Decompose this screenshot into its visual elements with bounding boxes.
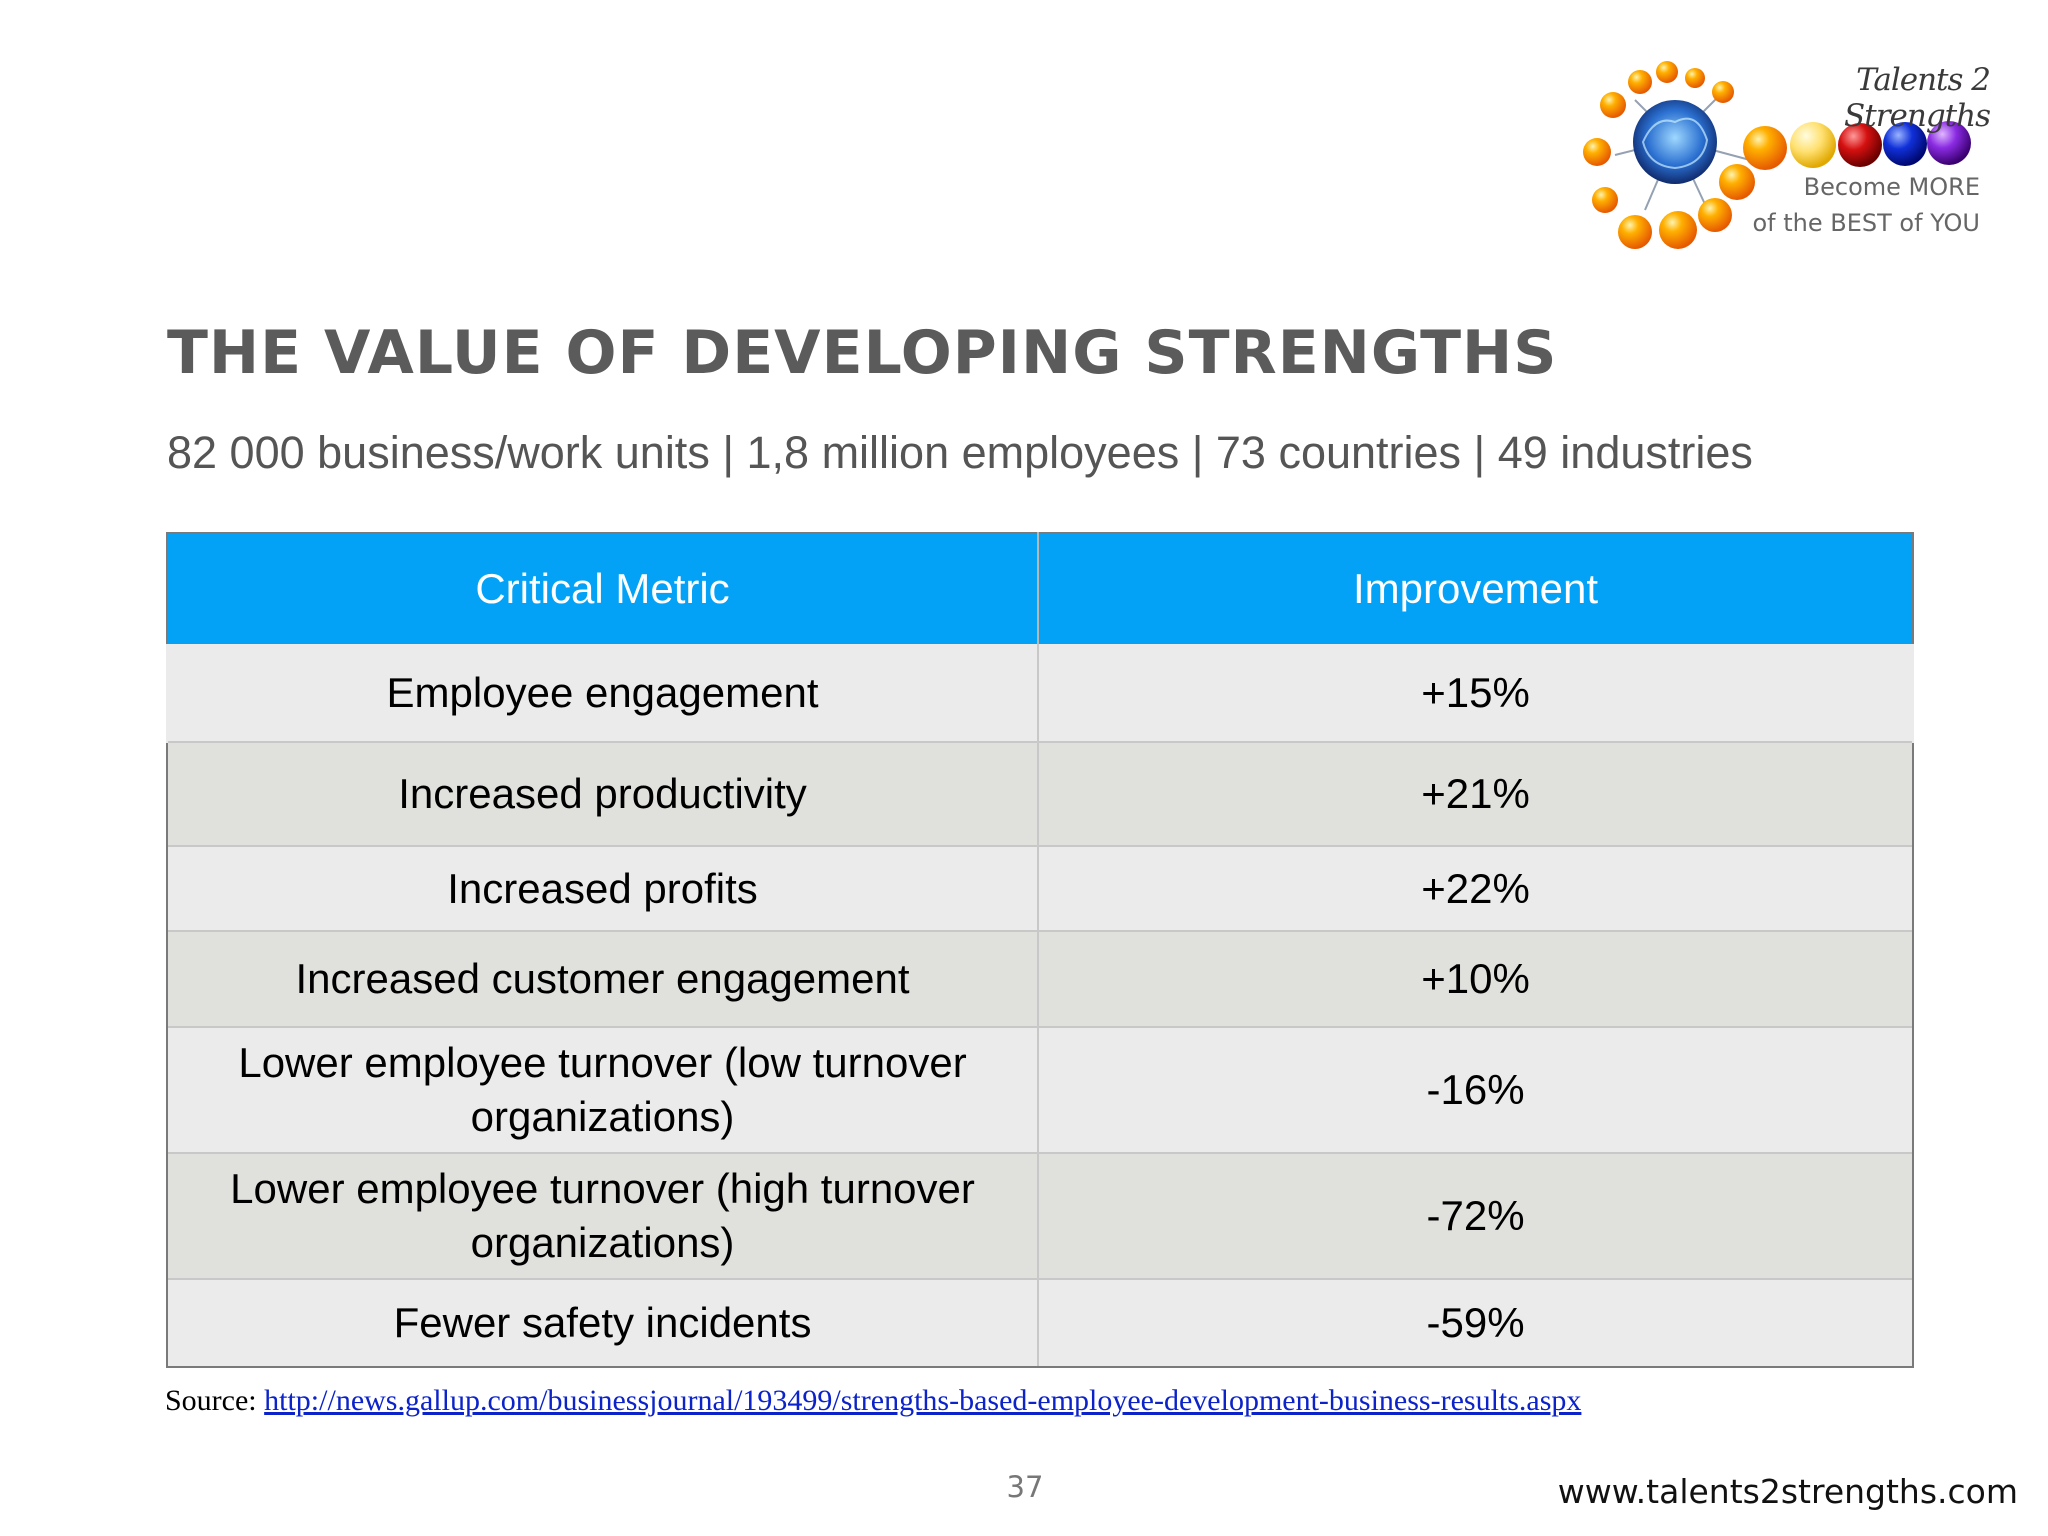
table-row: Lower employee turnover (high turnover o… xyxy=(165,1152,1914,1279)
brain-molecule-logo-icon xyxy=(1583,61,1971,249)
improvement-cell: +10% xyxy=(1037,930,1914,1027)
logo-tagline-line2: of the BEST of YOU xyxy=(1752,209,1981,237)
metric-cell: Increased productivity xyxy=(165,741,1040,846)
improvement-cell: -16% xyxy=(1037,1026,1914,1153)
metric-cell: Employee engagement xyxy=(165,644,1040,742)
metric-cell: Lower employee turnover (low turnover or… xyxy=(165,1026,1040,1153)
source-label: Source: xyxy=(165,1384,265,1417)
logo-tagline-line1: Become MORE xyxy=(1803,173,1980,201)
table-row: Fewer safety incidents -59% xyxy=(165,1278,1914,1368)
metrics-table: Critical Metric Improvement Employee eng… xyxy=(165,532,1914,1368)
column-header-improvement: Improvement xyxy=(1037,532,1914,644)
source-citation: Source: http://news.gallup.com/businessj… xyxy=(165,1384,1581,1418)
page-number: 37 xyxy=(1006,1470,1044,1504)
metric-cell: Increased profits xyxy=(165,845,1040,931)
metric-cell: Lower employee turnover (high turnover o… xyxy=(165,1152,1040,1279)
table-row: Increased productivity +21% xyxy=(165,741,1914,846)
improvement-cell: +22% xyxy=(1037,845,1914,931)
improvement-cell: -59% xyxy=(1037,1278,1914,1368)
website-url: www.talents2strengths.com xyxy=(1557,1472,2018,1511)
source-link[interactable]: http://news.gallup.com/businessjournal/1… xyxy=(264,1384,1582,1417)
table-row: Increased profits +22% xyxy=(165,845,1914,931)
page-subtitle: 82 000 business/work units | 1,8 million… xyxy=(167,427,1753,478)
metric-cell: Increased customer engagement xyxy=(165,930,1040,1027)
improvement-cell: +15% xyxy=(1037,644,1914,742)
logo-title: Talents 2 Strengths xyxy=(1844,62,1991,134)
column-header-metric: Critical Metric xyxy=(165,532,1040,644)
improvement-cell: -72% xyxy=(1037,1152,1914,1279)
metric-cell: Fewer safety incidents xyxy=(165,1278,1040,1368)
page-title: THE VALUE OF DEVELOPING STRENGTHS xyxy=(167,318,1558,388)
table-header-row: Critical Metric Improvement xyxy=(165,532,1914,644)
improvement-cell: +21% xyxy=(1037,741,1914,846)
table-row: Increased customer engagement +10% xyxy=(165,930,1914,1027)
table-row: Lower employee turnover (low turnover or… xyxy=(165,1026,1914,1153)
table-row: Employee engagement +15% xyxy=(165,644,1914,742)
